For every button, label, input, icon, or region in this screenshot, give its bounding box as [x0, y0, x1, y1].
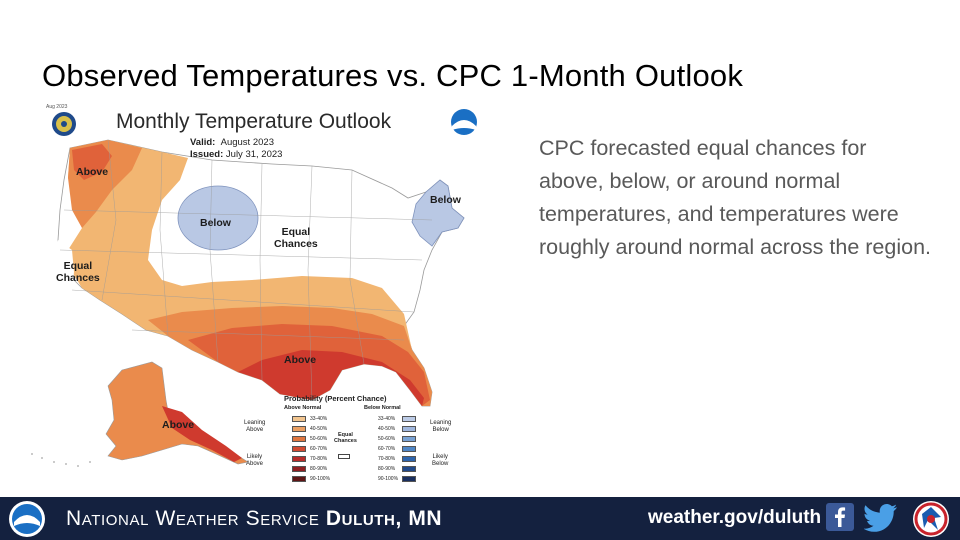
legend-below-range: 33-40%: [378, 416, 396, 422]
aleutian-islands: [31, 453, 91, 467]
doc-seal-icon: [52, 112, 76, 136]
legend-above-swatch: [292, 416, 306, 422]
slide-description: CPC forecasted equal chances for above, …: [539, 136, 931, 259]
issued-label: Issued:: [190, 149, 224, 160]
map-title: Monthly Temperature Outlook: [116, 110, 392, 133]
footer-agency-name: National Weather Service: [66, 507, 320, 530]
region-label-below-north: Below: [200, 217, 231, 229]
legend-above-swatch: [292, 426, 306, 432]
legend-above-range: 70-80%: [310, 456, 328, 462]
legend-above-range: 33-40%: [310, 416, 328, 422]
legend-above-swatch: [292, 436, 306, 442]
nws-logo-icon[interactable]: [912, 500, 950, 538]
outlook-map-graphic: [31, 109, 477, 467]
legend-above-header: Above Normal: [284, 405, 322, 411]
legend-below-range: 70-80%: [378, 456, 396, 462]
legend-above-range: 90-100%: [310, 476, 331, 482]
map-corner-tag: Aug 2023: [46, 104, 68, 110]
region-label-above-south: Above: [284, 354, 317, 366]
issued-value: July 31, 2023: [225, 149, 283, 160]
legend-above-range: 50-60%: [310, 436, 328, 442]
legend-above-swatch: [292, 476, 306, 482]
region-label-equal-west: Equal Chances: [56, 260, 100, 284]
legend-leaning-above: Leaning Above: [244, 420, 266, 433]
legend-below-range: 50-60%: [378, 436, 396, 442]
legend-below-range: 60-70%: [378, 446, 396, 452]
twitter-icon[interactable]: [864, 504, 898, 532]
legend-likely-below: Likely Below: [432, 454, 449, 467]
footer-bar: National Weather Service Duluth, MN weat…: [0, 497, 960, 540]
legend-below-swatch: [402, 416, 416, 422]
alaska-southeast: [162, 406, 242, 462]
above-region-nw-50: [72, 144, 112, 180]
probability-legend: Probability (Percent Chance) Above Norma…: [244, 390, 452, 490]
legend-below-range: 80-90%: [378, 466, 396, 472]
legend-title: Probability (Percent Chance): [284, 394, 387, 403]
footer-agency: National Weather Service Duluth, MN: [66, 507, 442, 531]
valid-label: Valid:: [190, 137, 216, 148]
legend-equal-chances: Equal Chances: [334, 432, 357, 444]
valid-value: August 2023: [220, 137, 274, 148]
legend-likely-above: Likely Above: [246, 454, 264, 467]
legend-below-swatch: [402, 426, 416, 432]
footer-website-link[interactable]: weather.gov/duluth: [648, 507, 822, 528]
noaa-logo-icon[interactable]: [8, 500, 46, 538]
legend-above-swatch: [292, 466, 306, 472]
legend-below-header: Below Normal: [364, 405, 401, 411]
equal-region-west: [56, 240, 74, 290]
legend-below-swatch: [402, 446, 416, 452]
footer-office: Duluth, MN: [325, 507, 443, 530]
legend-below-swatch: [402, 476, 416, 482]
outlook-map: Aug 2023 Monthly Temperature Outlook Val…: [12, 100, 492, 496]
legend-below-swatch: [402, 466, 416, 472]
region-label-below-northeast: Below: [430, 194, 461, 206]
slide-title: Observed Temperatures vs. CPC 1-Month Ou…: [42, 58, 744, 93]
legend-above-range: 40-50%: [310, 426, 328, 432]
legend-leaning-below: Leaning Below: [430, 420, 452, 433]
noaa-map-logo-icon: [451, 109, 477, 135]
state-lines: [59, 139, 433, 401]
below-region-northeast: [411, 179, 465, 247]
legend-equal-swatch: [338, 454, 350, 459]
legend-below-range: 90-100%: [378, 476, 399, 482]
legend-below-swatch: [402, 436, 416, 442]
above-region-south-60: [238, 350, 424, 406]
region-label-above-alaska: Above: [162, 419, 195, 431]
below-region-north: [177, 185, 259, 251]
facebook-icon[interactable]: [826, 503, 854, 531]
legend-above-range: 80-90%: [310, 466, 328, 472]
legend-above-range: 60-70%: [310, 446, 328, 452]
legend-above-swatch: [292, 456, 306, 462]
legend-below-swatch: [402, 456, 416, 462]
legend-below-range: 40-50%: [378, 426, 396, 432]
map-meta: Valid: August 2023 Issued: July 31, 2023: [190, 137, 282, 161]
region-label-above-northwest: Above: [76, 166, 109, 178]
legend-above-swatch: [292, 446, 306, 452]
region-label-equal-central: Equal Chances: [274, 226, 318, 250]
